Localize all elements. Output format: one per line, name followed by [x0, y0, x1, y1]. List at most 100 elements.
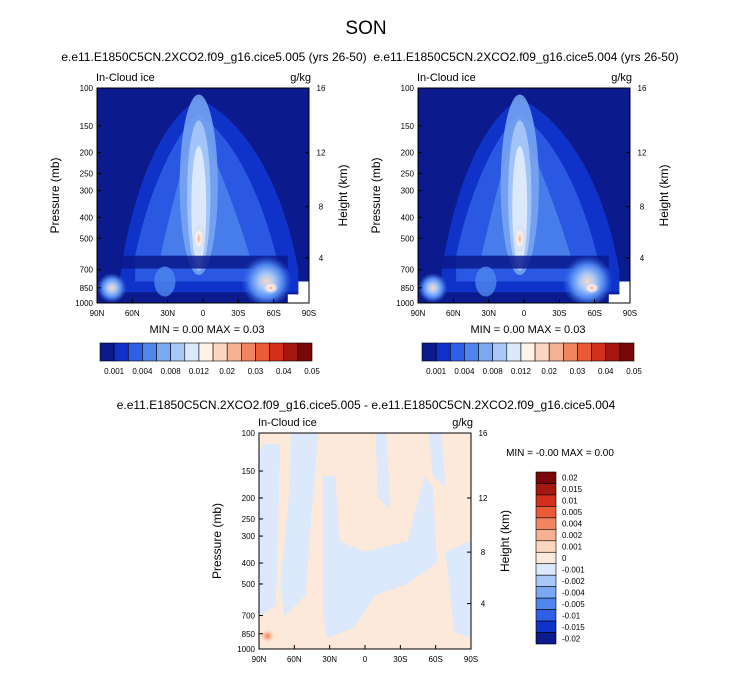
colorbar-box: [269, 342, 285, 362]
colorbar-box: [142, 342, 157, 362]
colorbar-box: [535, 483, 557, 496]
colorbar: 0.001 0.004 0.008 0.012 0.02 0.03 0.04 0.05: [421, 342, 642, 376]
x-tick-label: 60S: [429, 655, 443, 664]
mid-blob: [154, 266, 176, 297]
colorbar-box: [170, 342, 186, 362]
colorbar-box: [535, 597, 557, 610]
y-right-tick-label: 16: [317, 84, 326, 93]
units-label: g/kg: [452, 417, 473, 429]
colorbar-box: [127, 342, 143, 362]
x-tick-label: 0: [201, 309, 206, 318]
y-tick-label: 100: [401, 84, 415, 93]
x-tick-label: 30N: [160, 309, 175, 318]
surface-mask: [608, 281, 630, 303]
colorbar-label: -0.002: [562, 577, 585, 586]
y-tick-label: 400: [80, 213, 94, 222]
min-max-stats: MIN = 0.00 MAX = 0.03: [150, 324, 265, 336]
x-tick-label: 60N: [287, 655, 302, 664]
colorbar-label: 0.012: [511, 367, 532, 376]
y-right-tick-label: 8: [319, 203, 324, 212]
colorbar-box: [241, 342, 256, 362]
colorbar-box: [535, 620, 557, 633]
colorbar-box: [492, 342, 508, 362]
y-right-tick-label: 12: [638, 149, 647, 158]
y-right-tick-label: 8: [640, 203, 645, 212]
y-tick-label: 150: [80, 122, 94, 131]
y-tick-label: 1000: [237, 645, 255, 654]
colorbar-label: 0.008: [483, 367, 504, 376]
plume-core: [192, 223, 206, 254]
colorbar-box: [535, 586, 557, 599]
colorbar-box: [506, 342, 522, 362]
y-tick-label: 850: [242, 630, 256, 639]
lower-gap: [439, 255, 609, 269]
y-tick-label: 400: [401, 213, 415, 222]
y-right-axis-label: Height (km): [336, 164, 350, 226]
negative-patch-4: [375, 433, 391, 509]
colorbar-box: [535, 529, 557, 542]
y-tick-label: 300: [242, 532, 256, 541]
colorbar-box: [99, 342, 115, 362]
y-tick-label: 250: [401, 170, 415, 179]
x-tick-label: 60S: [588, 309, 602, 318]
x-tick-label: 90N: [90, 309, 105, 318]
y-tick-label: 700: [80, 266, 94, 275]
colorbar-label: 0.015: [562, 485, 583, 494]
colorbar-label: -0.001: [562, 565, 585, 574]
colorbar-label: 0.012: [189, 367, 210, 376]
y-right-tick-label: 12: [479, 494, 488, 503]
colorbar-box: [198, 342, 214, 362]
y-tick-label: 250: [242, 515, 256, 524]
colorbar-label: 0.02: [219, 367, 235, 376]
x-tick-label: 60S: [267, 309, 281, 318]
colorbar-label: 0.001: [562, 543, 583, 552]
panel-title: e.e11.E1850C5CN.2XCO2.f09_g16.cice5.004 …: [373, 50, 678, 64]
colorbar-label: 0.05: [626, 367, 642, 376]
colorbar-box: [535, 551, 557, 565]
chart-panel-3: e.e11.E1850C5CN.2XCO2.f09_g16.cice5.005 …: [117, 398, 616, 664]
colorbar-box: [535, 471, 557, 484]
contour-field: [97, 88, 309, 303]
surface-mask: [287, 281, 309, 303]
negative-patch-5: [428, 433, 446, 487]
colorbar-box: [113, 342, 129, 362]
y-right-tick-label: 16: [638, 84, 647, 93]
variable-label: In-Cloud ice: [96, 72, 155, 84]
y-tick-label: 1000: [75, 299, 93, 308]
y-tick-label: 300: [401, 187, 415, 196]
colorbar-box: [156, 342, 171, 362]
x-tick-label: 30N: [322, 655, 337, 664]
colorbar-label: 0.02: [541, 367, 557, 376]
x-tick-label: 90S: [302, 309, 316, 318]
chart-panel-2: e.e11.E1850C5CN.2XCO2.f09_g16.cice5.004 …: [369, 50, 679, 376]
colorbar: 0.02 0.015 0.01 0.005 0.004 0.002 0.001 0 -0.001…: [535, 471, 585, 645]
colorbar: 0.001 0.004 0.008 0.012 0.02 0.03 0.04 0.05: [99, 342, 320, 376]
colorbar-label: 0.001: [426, 367, 447, 376]
colorbar-label: -0.01: [562, 611, 581, 620]
colorbar-box: [255, 342, 270, 362]
y-tick-label: 400: [242, 559, 256, 568]
x-tick-label: 60N: [125, 309, 140, 318]
chart-panel-1: e.e11.E1850C5CN.2XCO2.f09_g16.cice5.005 …: [48, 50, 367, 376]
colorbar-box: [464, 342, 479, 362]
variable-label: In-Cloud ice: [417, 72, 476, 84]
colorbar-box: [605, 342, 621, 362]
y-axis-label: Pressure (mb): [48, 157, 62, 233]
colorbar-box: [297, 342, 313, 362]
colorbar-label: 0.02: [562, 474, 578, 483]
panel-title: e.e11.E1850C5CN.2XCO2.f09_g16.cice5.005 …: [117, 398, 616, 412]
colorbar-box: [435, 342, 451, 362]
colorbar-label: 0.001: [104, 367, 125, 376]
y-tick-label: 200: [80, 149, 94, 158]
colorbar-label: -0.005: [562, 600, 585, 609]
colorbar-label: 0.04: [276, 367, 292, 376]
figure-title: SON: [345, 18, 386, 39]
colorbar-box: [283, 342, 299, 362]
colorbar-label: 0.002: [562, 531, 583, 540]
southern-core: [262, 281, 280, 295]
colorbar-label: 0.004: [562, 520, 583, 529]
colorbar-box: [449, 342, 465, 362]
y-tick-label: 300: [80, 187, 94, 196]
colorbar-label: -0.015: [562, 623, 585, 632]
y-axis-label: Pressure (mb): [369, 157, 383, 233]
